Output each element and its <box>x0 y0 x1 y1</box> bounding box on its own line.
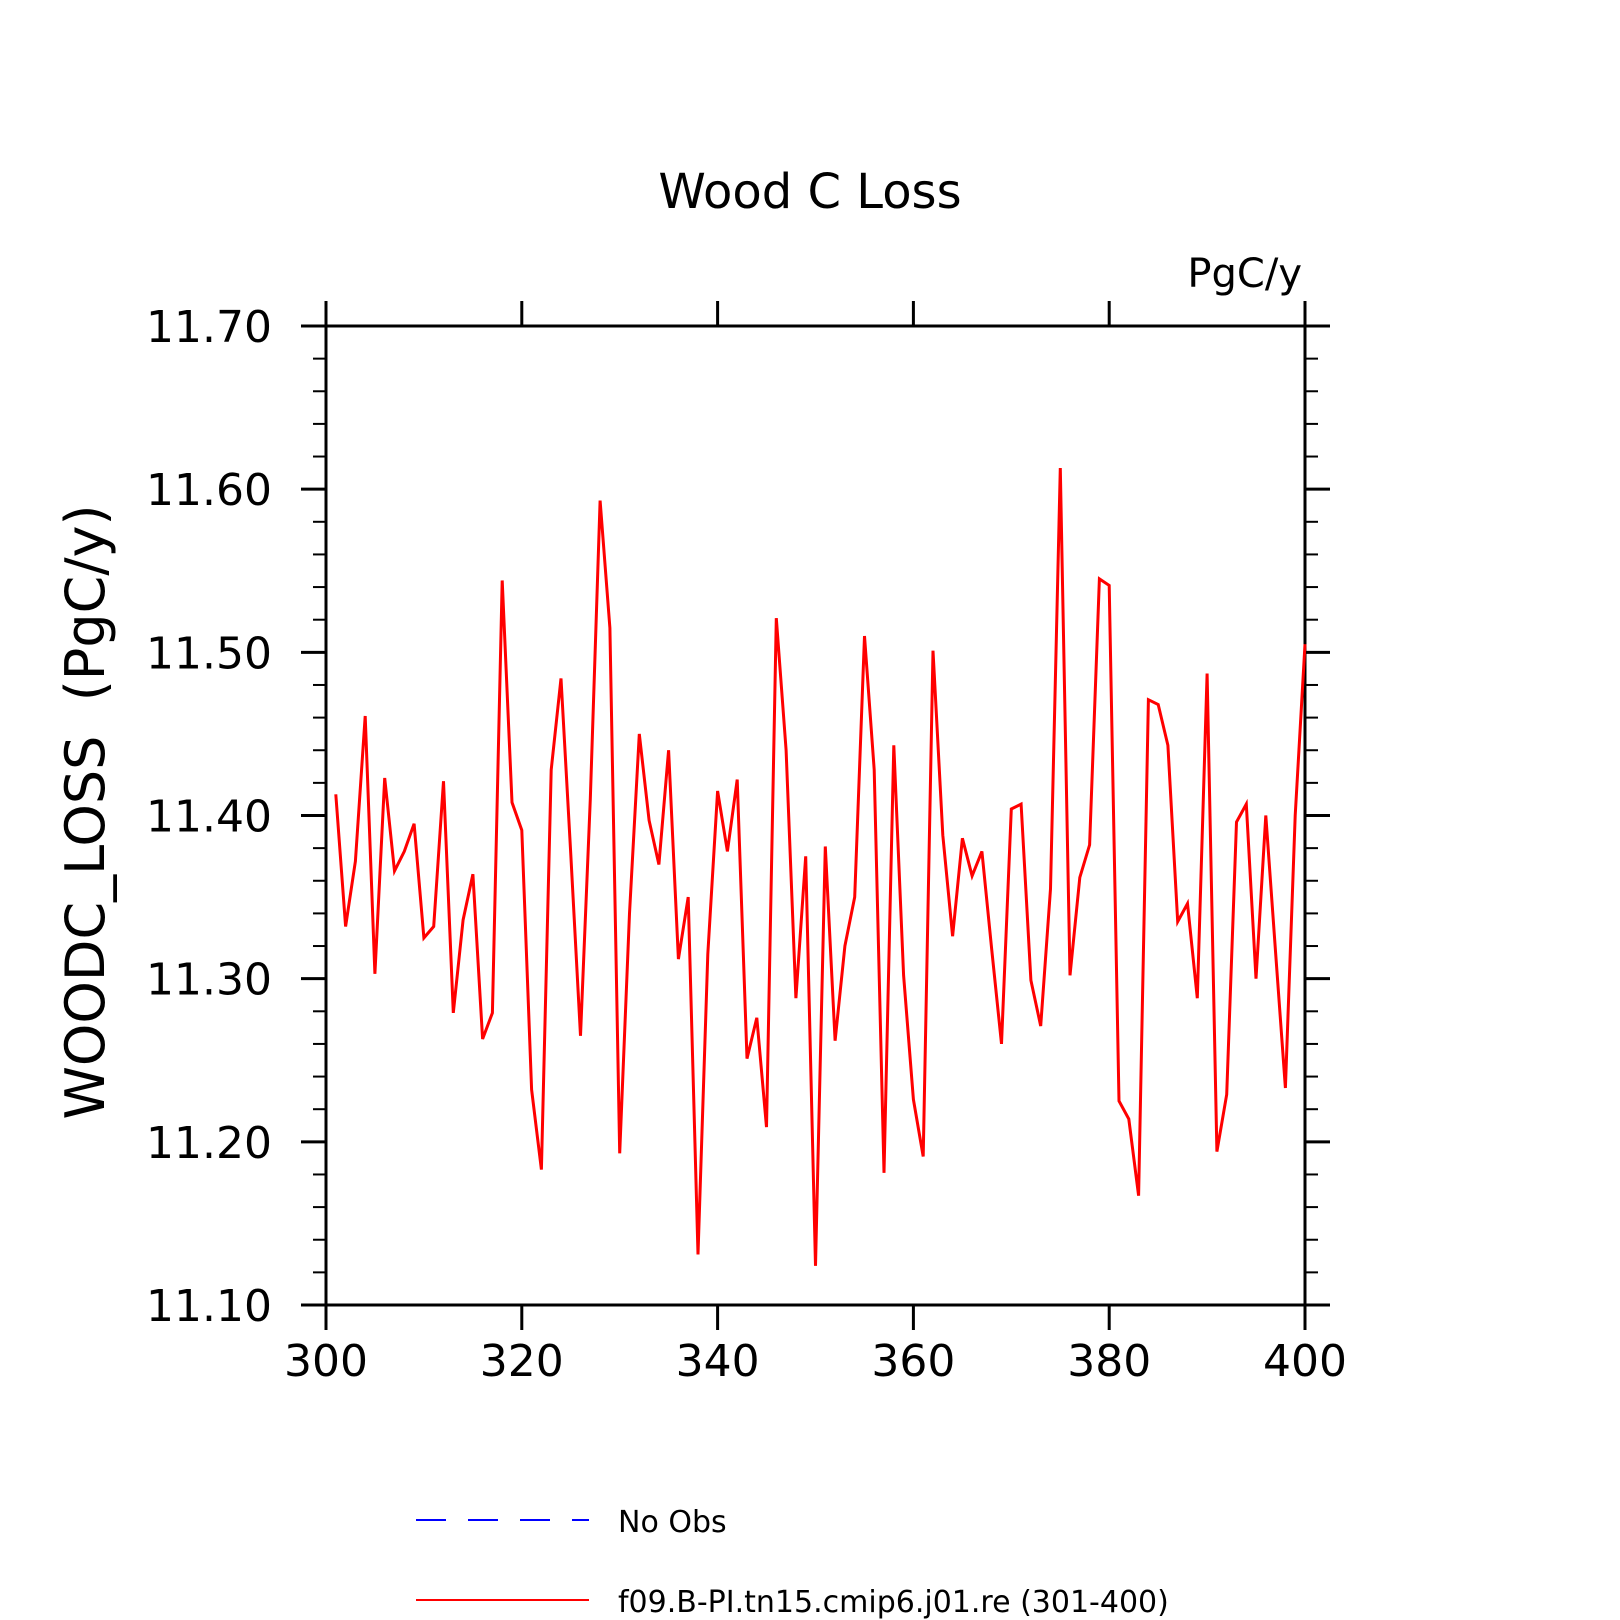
chart-title: Wood C Loss <box>658 164 961 220</box>
y-tick-label: 11.40 <box>146 792 272 843</box>
y-tick-label: 11.50 <box>146 628 272 679</box>
x-tick-label: 320 <box>480 1336 564 1387</box>
plot-frame <box>324 324 1307 1307</box>
x-tick-label: 340 <box>676 1336 760 1387</box>
y-tick-label: 11.70 <box>146 302 272 353</box>
legend: No Obs f09.B-PI.tn15.cmip6.j01.re (301-40… <box>416 1505 1169 1620</box>
series-group <box>334 467 1307 1266</box>
axis-ticks <box>301 301 1330 1330</box>
legend-label-0: No Obs <box>618 1505 727 1540</box>
legend-label-1: f09.B-PI.tn15.cmip6.j01.re (301-400) <box>618 1585 1169 1620</box>
y-tick-label: 11.20 <box>146 1118 272 1169</box>
y-axis-label: WOODC_LOSS (PgC/y) <box>54 504 117 1119</box>
units-label: PgC/y <box>1187 251 1302 297</box>
x-tick-label: 400 <box>1263 1336 1347 1387</box>
x-tick-label: 300 <box>284 1336 368 1387</box>
x-tick-label: 360 <box>871 1336 955 1387</box>
y-tick-label: 11.30 <box>146 955 272 1006</box>
tick-labels: 300 320 340 360 380 400 11.10 11.20 11.30 11.40 11… <box>146 302 1347 1387</box>
series-line-1 <box>334 467 1307 1266</box>
y-tick-label: 11.60 <box>146 465 272 516</box>
y-tick-label: 11.10 <box>146 1281 272 1332</box>
x-tick-label: 380 <box>1067 1336 1151 1387</box>
